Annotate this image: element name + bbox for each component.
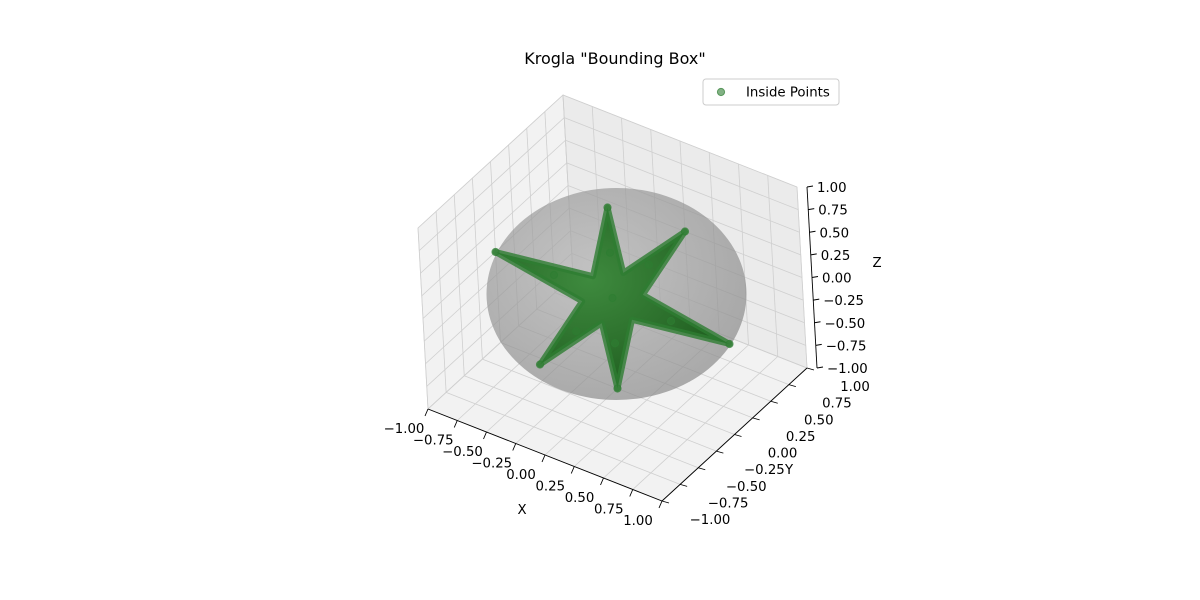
z-tick-label-8: 1.00 <box>817 181 847 196</box>
x-tick-label-5: 0.25 <box>535 480 565 495</box>
x-tick-label-8: 1.00 <box>623 514 653 529</box>
y-tick-7 <box>788 384 796 388</box>
inside-point-12 <box>608 293 617 303</box>
gridline-xwall-z-6 <box>420 139 566 274</box>
gridline-ywall-z-7 <box>564 117 799 210</box>
z-tick-5 <box>810 253 817 256</box>
z-tick-label-3: −0.25 <box>823 294 864 309</box>
inside-point-6 <box>666 316 676 326</box>
z-tick-8 <box>806 185 814 188</box>
gridline-ywall-x-8 <box>796 186 808 369</box>
inside-point-5 <box>613 384 622 393</box>
y-tick-2 <box>698 467 706 471</box>
z-tick-label-4: 0.00 <box>822 272 852 287</box>
inside-point-3 <box>535 360 545 369</box>
y-tick-label-3: −0.25 <box>744 463 785 478</box>
gridline-ywall-z-8 <box>562 94 798 188</box>
y-tick-label-8: 1.00 <box>840 380 870 395</box>
inside-point-10 <box>605 248 615 257</box>
y-tick-8 <box>806 367 815 371</box>
inside-point-2 <box>680 227 690 236</box>
gridline-xwall-z-5 <box>421 162 568 297</box>
x-tick-label-6: 0.50 <box>565 491 595 506</box>
z-tick-4 <box>811 276 819 278</box>
gridline-ywall-x-6 <box>738 163 749 346</box>
x-tick-5 <box>570 466 575 474</box>
z-tick-label-7: 0.75 <box>818 204 848 219</box>
y-tick-6 <box>770 400 778 404</box>
inside-point-8 <box>644 260 653 269</box>
axis-ticks: −1.00−0.75−0.50−0.250.000.250.500.751.00… <box>384 181 870 529</box>
z-tick-label-2: −0.50 <box>825 317 866 332</box>
gridline-floor-x-7 <box>632 356 779 490</box>
z-tick-label-5: 0.25 <box>821 249 851 264</box>
legend: Inside Points <box>702 78 840 106</box>
z-axis-label: Z <box>872 256 881 271</box>
y-tick-3 <box>716 450 724 454</box>
x-tick-8 <box>658 500 663 509</box>
x-tick-label-2: −0.50 <box>442 445 483 460</box>
x-tick-label-0: −1.00 <box>384 422 425 437</box>
y-tick-label-7: 0.75 <box>822 397 852 412</box>
z-tick-label-6: 0.50 <box>820 226 850 241</box>
z-tick-label-0: −1.00 <box>827 362 868 377</box>
inside-point-0 <box>725 339 734 349</box>
x-tick-4 <box>541 454 546 463</box>
z-axis-line <box>806 186 818 369</box>
y-tick-label-5: 0.25 <box>786 430 816 445</box>
y-tick-label-1: −0.75 <box>708 496 749 511</box>
x-tick-3 <box>512 443 517 451</box>
gridline-floor-x-6 <box>603 344 749 479</box>
gridline-xwall-z-7 <box>418 117 565 251</box>
inside-point-9 <box>572 327 581 336</box>
x-tick-7 <box>629 489 634 497</box>
y-tick-label-2: −0.50 <box>726 480 767 495</box>
legend-label: Inside Points <box>746 86 830 101</box>
z-tick-0 <box>816 366 824 369</box>
x-tick-1 <box>453 420 458 428</box>
z-tick-label-1: −0.75 <box>826 339 867 354</box>
gridline-xwall-z-8 <box>417 94 564 229</box>
z-tick-2 <box>814 321 821 324</box>
y-tick-label-0: −1.00 <box>690 513 731 528</box>
y-tick-4 <box>734 434 742 437</box>
x-tick-label-4: 0.00 <box>506 468 536 483</box>
inside-point-1 <box>491 247 500 257</box>
legend-frame <box>702 78 840 106</box>
x-tick-0 <box>424 408 429 417</box>
y-tick-1 <box>680 483 688 487</box>
y-tick-5 <box>752 417 760 421</box>
x-tick-2 <box>483 431 487 440</box>
z-tick-1 <box>815 343 822 346</box>
inside-point-11 <box>610 339 620 348</box>
x-tick-label-7: 0.75 <box>594 503 624 518</box>
y-tick-0 <box>661 500 670 504</box>
legend-marker <box>716 87 726 97</box>
inside-points-cloud <box>491 203 734 393</box>
y-axis-label: Y <box>784 463 794 478</box>
y-tick-label-6: 0.50 <box>804 413 834 428</box>
chart-title: Krogla "Bounding Box" <box>524 49 706 68</box>
gridline-ywall-z-6 <box>565 139 800 233</box>
inside-point-7 <box>549 270 559 280</box>
z-tick-7 <box>808 208 815 211</box>
inside-point-4 <box>603 203 612 212</box>
y-tick-label-4: 0.00 <box>768 447 798 462</box>
gridline-ywall-x-7 <box>767 175 779 357</box>
x-axis-label: X <box>517 503 526 518</box>
z-tick-3 <box>813 298 820 301</box>
x-tick-label-1: −0.75 <box>413 434 454 449</box>
z-tick-6 <box>809 230 816 233</box>
x-tick-6 <box>600 477 604 486</box>
x-tick-label-3: −0.25 <box>471 457 512 472</box>
